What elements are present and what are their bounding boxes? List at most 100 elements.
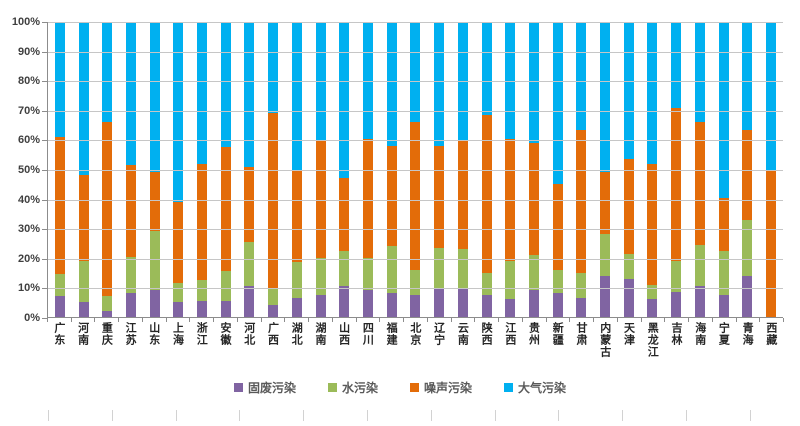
bar-segment-noise xyxy=(386,145,397,247)
bar-segment-noise xyxy=(671,107,682,261)
bar-segment-noise xyxy=(742,129,753,220)
x-axis-label: 青海 xyxy=(741,322,754,346)
bar-stack xyxy=(386,22,397,317)
bar-segment-noise xyxy=(552,184,563,270)
bar-segment-water xyxy=(718,250,729,295)
x-axis-tick xyxy=(735,318,737,322)
cropped-tick xyxy=(430,410,432,421)
x-axis-label: 四川 xyxy=(361,322,374,346)
bar-segment-noise xyxy=(457,141,468,250)
x-axis-label: 广西 xyxy=(266,322,279,346)
bar-segment-noise xyxy=(197,163,208,281)
legend-marker-icon xyxy=(327,383,337,392)
bar-segment-water xyxy=(505,260,516,300)
bar-segment-solid-waste xyxy=(576,297,587,317)
x-axis-label: 甘肃 xyxy=(575,322,588,346)
bar-column-5 xyxy=(143,22,167,317)
y-axis-label: 80% xyxy=(17,75,40,88)
bar-segment-noise xyxy=(244,166,255,242)
bar-segment-air xyxy=(268,22,279,114)
x-axis-label: 广东 xyxy=(52,322,65,346)
bar-segment-water xyxy=(410,269,421,295)
x-axis-tick xyxy=(118,318,120,322)
x-axis-tick xyxy=(379,318,381,322)
x-axis-label-cell: 北京 xyxy=(403,322,427,358)
bar-column-16 xyxy=(404,22,428,317)
x-axis-tick xyxy=(474,318,476,322)
x-axis-label-cell: 浙江 xyxy=(189,322,213,358)
bar-segment-solid-waste xyxy=(410,294,421,317)
bar-segment-water xyxy=(552,269,563,294)
y-axis-label: 40% xyxy=(17,193,40,206)
bar-segment-solid-waste xyxy=(197,300,208,317)
x-axis-tick xyxy=(759,318,761,322)
x-axis-tick xyxy=(331,318,333,322)
bar-column-29 xyxy=(712,22,736,317)
x-axis-tick xyxy=(545,318,547,322)
bar-segment-noise xyxy=(694,122,705,245)
cropped-lower-axis-ticks xyxy=(0,410,800,422)
bar-stack xyxy=(410,22,421,317)
x-axis-label-cell: 陕西 xyxy=(474,322,498,358)
bar-stack xyxy=(125,22,136,317)
bar-segment-water xyxy=(481,272,492,295)
x-axis-tick xyxy=(165,318,167,322)
x-axis-label-cell: 宁夏 xyxy=(712,322,736,358)
bar-segment-water xyxy=(647,284,658,300)
bar-segment-air xyxy=(623,22,634,160)
x-axis-label-cell: 四川 xyxy=(356,322,380,358)
x-axis-label-cell: 河北 xyxy=(237,322,261,358)
legend-label: 噪声污染 xyxy=(424,381,473,395)
cropped-tick xyxy=(622,410,624,421)
y-axis-label: 50% xyxy=(17,164,40,176)
bar-column-28 xyxy=(688,22,712,317)
y-axis-tick xyxy=(42,140,47,142)
bar-stack xyxy=(718,22,729,317)
y-axis-tick xyxy=(42,51,47,53)
cropped-tick xyxy=(111,410,113,421)
x-axis-label: 上海 xyxy=(171,322,184,346)
bar-segment-air xyxy=(671,22,682,108)
gridline xyxy=(48,51,783,53)
bar-column-23 xyxy=(569,22,593,317)
x-axis-tick xyxy=(783,318,784,322)
bar-segment-water xyxy=(220,271,231,301)
bar-segment-noise xyxy=(410,122,421,270)
x-axis-tick xyxy=(355,318,357,322)
cropped-tick xyxy=(175,410,177,421)
x-axis-label-cell: 吉林 xyxy=(664,322,688,358)
bar-segment-water xyxy=(102,296,113,312)
x-axis-tick xyxy=(426,318,428,322)
x-axis-label-cell: 甘肃 xyxy=(569,322,593,358)
x-axis-label: 海南 xyxy=(693,322,706,346)
bar-segment-noise xyxy=(600,172,611,235)
y-axis-label: 30% xyxy=(17,223,40,236)
y-axis-tick xyxy=(42,229,47,231)
bar-segment-air xyxy=(647,22,658,164)
x-axis-tick xyxy=(569,318,571,322)
bar-stack xyxy=(339,22,350,317)
x-axis-label: 天津 xyxy=(622,322,635,346)
x-axis-label: 吉林 xyxy=(669,322,682,346)
bar-segment-solid-waste xyxy=(434,288,445,317)
x-axis-label-cell: 广西 xyxy=(261,322,285,358)
x-axis-label: 辽宁 xyxy=(432,322,445,346)
bar-segment-water xyxy=(386,246,397,294)
x-axis-tick xyxy=(640,318,642,322)
legend-marker-icon xyxy=(233,383,243,392)
x-axis-tick xyxy=(308,318,310,322)
x-axis-label-cell: 内蒙古 xyxy=(593,322,617,358)
legend-label: 固废污染 xyxy=(247,381,296,395)
cropped-tick xyxy=(749,410,751,421)
bar-stack xyxy=(694,22,705,317)
bar-segment-air xyxy=(197,22,208,164)
gridline xyxy=(48,199,783,201)
bar-segment-water xyxy=(125,256,136,294)
bar-segment-air xyxy=(173,22,184,202)
bar-column-8 xyxy=(214,22,238,317)
bar-stack xyxy=(102,22,113,317)
bar-segment-water xyxy=(694,244,705,287)
x-axis-tick xyxy=(70,318,72,322)
cropped-tick xyxy=(48,410,49,421)
legend-item-noise: 噪声污染 xyxy=(410,379,472,396)
